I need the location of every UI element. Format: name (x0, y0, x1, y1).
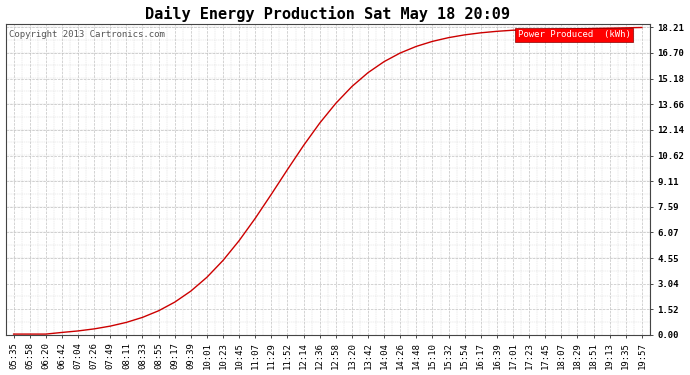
Text: Copyright 2013 Cartronics.com: Copyright 2013 Cartronics.com (9, 30, 165, 39)
Title: Daily Energy Production Sat May 18 20:09: Daily Energy Production Sat May 18 20:09 (145, 6, 510, 21)
Text: Power Produced  (kWh): Power Produced (kWh) (518, 30, 631, 39)
